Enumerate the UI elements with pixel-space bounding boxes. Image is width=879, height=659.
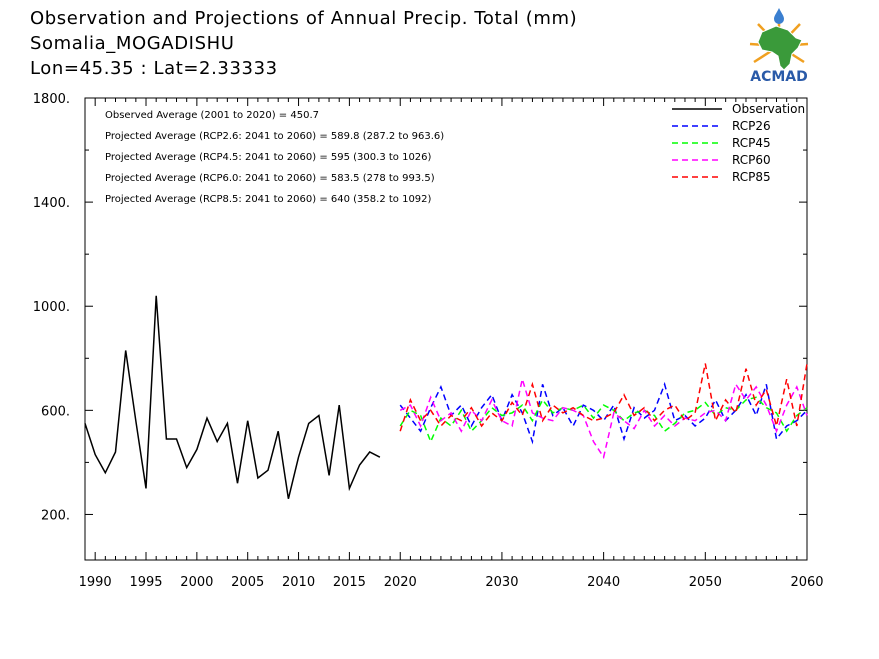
plot-frame [84,97,808,561]
y-tick-label: 600. [41,404,70,419]
acmad-logo: ACMAD [749,8,809,84]
x-tick-label: 2005 [231,575,264,590]
legend-label-rcp60: RCP60 [732,153,771,167]
axes: 200. 600. 1000. 1400. 1800. 1990 1995 2000 2005 2… [33,92,824,590]
x-tick-label: 2000 [180,575,213,590]
y-tick-label: 1000. [33,300,70,315]
annotation-rcp45: Projected Average (RCP4.5: 2041 to 2060)… [105,152,432,163]
annotations: Observed Average (2001 to 2020) = 450.7 … [105,110,444,205]
legend-label-rcp26: RCP26 [732,119,771,133]
series-line-rcp26 [399,381,808,445]
x-tick-label: 2050 [689,575,722,590]
x-tick-label: 1995 [129,575,162,590]
legend: Observation RCP26 RCP45 RCP60 RCP85 [672,102,805,184]
legend-label-observation: Observation [732,102,805,116]
x-tick-label: 2040 [587,575,620,590]
x-tick-label: 2015 [333,575,366,590]
water-drop-icon [774,8,784,24]
x-tick-label: 2060 [790,575,823,590]
legend-label-rcp45: RCP45 [732,136,771,150]
series-line-rcp45 [399,396,808,444]
legend-label-rcp85: RCP85 [732,170,771,184]
series [84,295,808,499]
series-line-rcp85 [399,363,808,432]
y-tick-label: 1800. [33,92,70,107]
station-name: Somalia_MOGADISHU [30,33,235,54]
series-line-observation [84,295,381,499]
x-tick-label: 1990 [79,575,112,590]
chart-title: Observation and Projections of Annual Pr… [30,8,578,29]
x-tick-label: 2010 [282,575,315,590]
series-line-rcp60 [399,378,808,460]
y-tick-label: 200. [41,508,70,523]
annotation-rcp26: Projected Average (RCP2.6: 2041 to 2060)… [105,131,444,142]
annotation-rcp85: Projected Average (RCP8.5: 2041 to 2060)… [105,194,432,205]
annotation-observed: Observed Average (2001 to 2020) = 450.7 [105,110,319,121]
station-coordinates: Lon=45.35 : Lat=2.33333 [30,58,278,79]
annotation-rcp60: Projected Average (RCP6.0: 2041 to 2060)… [105,173,435,184]
x-tick-label: 2030 [485,575,518,590]
africa-map-icon [757,25,803,71]
logo-text: ACMAD [750,69,808,84]
x-tick-label: 2020 [384,575,417,590]
y-tick-label: 1400. [33,196,70,211]
